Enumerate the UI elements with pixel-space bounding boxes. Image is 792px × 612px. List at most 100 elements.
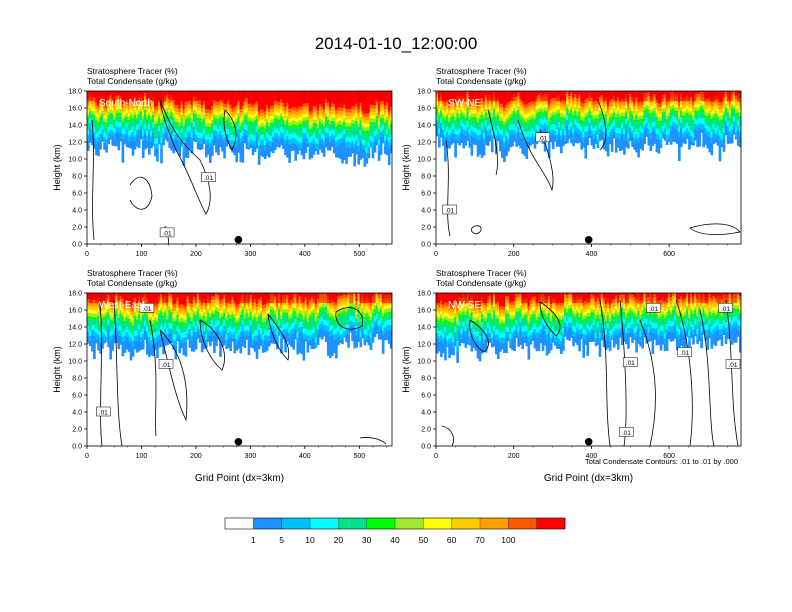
tracer-cell (564, 111, 567, 116)
tracer-cell (160, 109, 163, 113)
tracer-cell (137, 306, 141, 311)
tracer-cell (182, 146, 186, 152)
tracer-cell (190, 310, 194, 315)
tracer-cell (675, 119, 679, 125)
tracer-cell (192, 116, 196, 122)
tracer-cell (113, 127, 117, 134)
tracer-cell (282, 324, 285, 330)
tracer-cell (580, 136, 583, 150)
tracer-cell (263, 311, 267, 315)
tracer-cell (125, 317, 129, 321)
tracer-cell (314, 317, 318, 322)
tracer-cell (257, 309, 261, 314)
tracer-cell (511, 134, 514, 147)
tracer-cell (326, 116, 330, 120)
tracer-cell (688, 107, 691, 112)
tracer-cell (180, 118, 184, 122)
tracer-cell (184, 112, 188, 116)
tracer-cell (156, 314, 159, 319)
tracer-cell (708, 107, 712, 111)
tracer-cell (219, 117, 222, 121)
tracer-cell (367, 113, 371, 117)
tracer-cell (468, 112, 472, 117)
tracer-cell (320, 143, 324, 153)
tracer-cell (639, 137, 642, 150)
tracer-cell (103, 115, 106, 119)
tracer-cell (369, 118, 373, 122)
tracer-cell (152, 101, 155, 105)
tracer-cell (99, 293, 102, 304)
tracer-cell (474, 106, 478, 111)
tracer-cell (182, 315, 186, 319)
tracer-cell (706, 130, 710, 136)
tracer-cell (728, 107, 732, 111)
tracer-cell (377, 132, 381, 140)
tracer-cell (621, 91, 624, 102)
tracer-cell (454, 134, 457, 140)
tracer-cell (294, 324, 298, 330)
tracer-cell (87, 319, 90, 327)
tracer-cell (462, 115, 466, 119)
tracer-cell (95, 338, 98, 344)
tracer-cell (454, 139, 457, 158)
tracer-cell (527, 91, 531, 104)
tracer-cell (278, 291, 281, 292)
tracer-cell (551, 118, 555, 125)
tracer-cell (93, 293, 96, 301)
contour-label: .01 (445, 208, 454, 215)
tracer-cell (288, 129, 291, 135)
tracer-cell (245, 104, 249, 109)
tracer-cell (633, 119, 636, 124)
tracer-cell (272, 330, 275, 344)
tracer-cell (221, 330, 224, 336)
tracer-cell (543, 100, 547, 104)
tracer-cell (272, 122, 275, 126)
tracer-cell (150, 122, 153, 132)
tracer-cell (310, 339, 314, 350)
tracer-cell (182, 123, 186, 127)
tracer-cell (221, 103, 224, 107)
tracer-cell (129, 91, 133, 99)
tracer-cell (515, 103, 518, 108)
tracer-cell (168, 103, 171, 107)
tracer-cell (211, 144, 214, 156)
tracer-cell (623, 109, 626, 113)
tracer-cell (184, 132, 188, 138)
tracer-cell (192, 293, 196, 297)
tracer-cell (341, 142, 344, 164)
tracer-cell (377, 145, 381, 151)
tracer-cell (326, 326, 330, 332)
tracer-cell (170, 119, 173, 126)
tracer-cell (468, 105, 472, 110)
tracer-cell (359, 103, 363, 107)
tracer-cell (716, 91, 720, 100)
tracer-cell (148, 105, 151, 109)
tracer-cell (572, 133, 575, 139)
tracer-cell (270, 136, 273, 142)
tracer-cell (673, 110, 677, 114)
tracer-cell (233, 332, 237, 338)
tracer-cell (722, 111, 726, 115)
tracer-cell (490, 110, 494, 114)
tracer-cell (659, 110, 663, 114)
tracer-cell (513, 91, 516, 102)
tracer-cell (730, 124, 734, 130)
tracer-cell (190, 307, 194, 311)
tracer-cell (476, 91, 479, 102)
tracer-cell (143, 293, 146, 304)
tracer-cell (649, 106, 653, 111)
tracer-cell (265, 335, 269, 341)
tracer-cell (245, 301, 249, 306)
tracer-cell (606, 91, 609, 102)
tracer-cell (716, 116, 720, 120)
tracer-cell (720, 139, 724, 145)
tracer-cell (235, 312, 239, 317)
tracer-cell (458, 138, 461, 146)
tracer-cell (154, 91, 157, 102)
tracer-cell (692, 142, 695, 146)
tracer-cell (215, 293, 218, 297)
tracer-cell (596, 121, 600, 135)
tracer-cell (233, 117, 237, 121)
tracer-cell (215, 326, 218, 332)
tracer-cell (143, 92, 147, 97)
